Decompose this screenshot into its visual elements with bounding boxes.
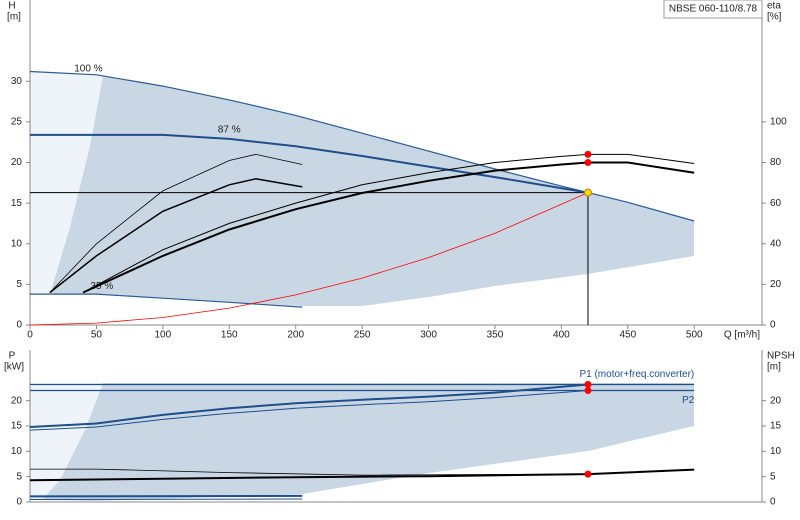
y-tick-label: 30 xyxy=(11,76,23,87)
y2-tick-label: 40 xyxy=(770,238,782,249)
point xyxy=(584,150,592,158)
curve xyxy=(49,178,303,294)
curve xyxy=(49,153,303,293)
curve xyxy=(82,161,695,294)
curve-label: 87 % xyxy=(218,125,241,136)
point xyxy=(584,387,592,395)
y2-axis-title: NPSH xyxy=(767,351,795,362)
y2-axis-title: eta xyxy=(767,1,781,12)
chart-title: NBSE 060-110/8.78 xyxy=(669,4,758,15)
y-tick-label: 15 xyxy=(11,421,23,432)
y-tick-label: 25 xyxy=(11,117,23,128)
y-tick-label: 10 xyxy=(11,446,23,457)
y-tick-label: 0 xyxy=(16,320,22,331)
y-tick-label: 5 xyxy=(16,279,22,290)
x-tick-label: 250 xyxy=(354,330,371,341)
point xyxy=(584,380,592,388)
x-tick-label: 400 xyxy=(553,330,570,341)
y2-tick-label: 20 xyxy=(770,395,782,406)
curve xyxy=(30,293,303,308)
curve xyxy=(82,153,695,293)
title-box xyxy=(663,0,763,19)
curve xyxy=(29,390,589,431)
y-axis-unit: [m] xyxy=(7,12,21,23)
x-tick-label: 300 xyxy=(420,330,437,341)
point xyxy=(584,470,592,478)
curve xyxy=(29,383,589,428)
y-tick-label: 10 xyxy=(11,238,23,249)
curve xyxy=(29,192,589,326)
y-axis-unit: [kW] xyxy=(4,362,24,373)
curve xyxy=(30,468,589,476)
duty-point xyxy=(583,188,592,197)
y2-tick-label: 10 xyxy=(770,446,782,457)
y-tick-label: 15 xyxy=(11,198,23,209)
area-light xyxy=(30,383,103,500)
y-tick-label: 0 xyxy=(16,497,22,508)
curve xyxy=(29,468,695,482)
x-tick-label: 0 xyxy=(27,330,33,341)
y2-axis-unit: [%] xyxy=(767,12,782,23)
curve-label: 100 % xyxy=(74,63,102,74)
curve xyxy=(29,494,303,498)
y2-tick-label: 80 xyxy=(770,157,782,168)
y2-tick-label: 0 xyxy=(770,320,776,331)
curve xyxy=(29,498,303,500)
y2-tick-label: 15 xyxy=(770,421,782,432)
curve-label: 35 % xyxy=(90,281,113,292)
x-tick-label: 50 xyxy=(91,330,103,341)
x-tick-label: 500 xyxy=(686,330,703,341)
y-tick-label: 5 xyxy=(16,471,22,482)
x-tick-label: 100 xyxy=(155,330,172,341)
area-shade xyxy=(42,383,694,501)
y2-tick-label: 60 xyxy=(770,198,782,209)
curve-label: P1 (motor+freq.converter) xyxy=(579,369,694,380)
x-tick-label: 350 xyxy=(487,330,504,341)
y2-tick-label: 100 xyxy=(770,117,787,128)
x-tick-label: 200 xyxy=(287,330,304,341)
x-tick-label: 450 xyxy=(619,330,636,341)
y2-tick-label: 5 xyxy=(770,471,776,482)
area-light xyxy=(30,71,103,294)
y-axis-title: P xyxy=(9,351,16,362)
y-axis-title: H xyxy=(8,1,15,12)
y-tick-label: 20 xyxy=(11,395,23,406)
y-tick-label: 20 xyxy=(11,157,23,168)
curve-label: P2 xyxy=(682,395,695,406)
y2-tick-label: 20 xyxy=(770,279,782,290)
y2-tick-label: 0 xyxy=(770,497,776,508)
x-tick-label: 150 xyxy=(221,330,238,341)
point xyxy=(584,159,592,166)
curve xyxy=(29,70,695,222)
x-axis-title: Q [m³/h] xyxy=(724,330,760,341)
y2-axis-unit: [m] xyxy=(767,362,781,373)
